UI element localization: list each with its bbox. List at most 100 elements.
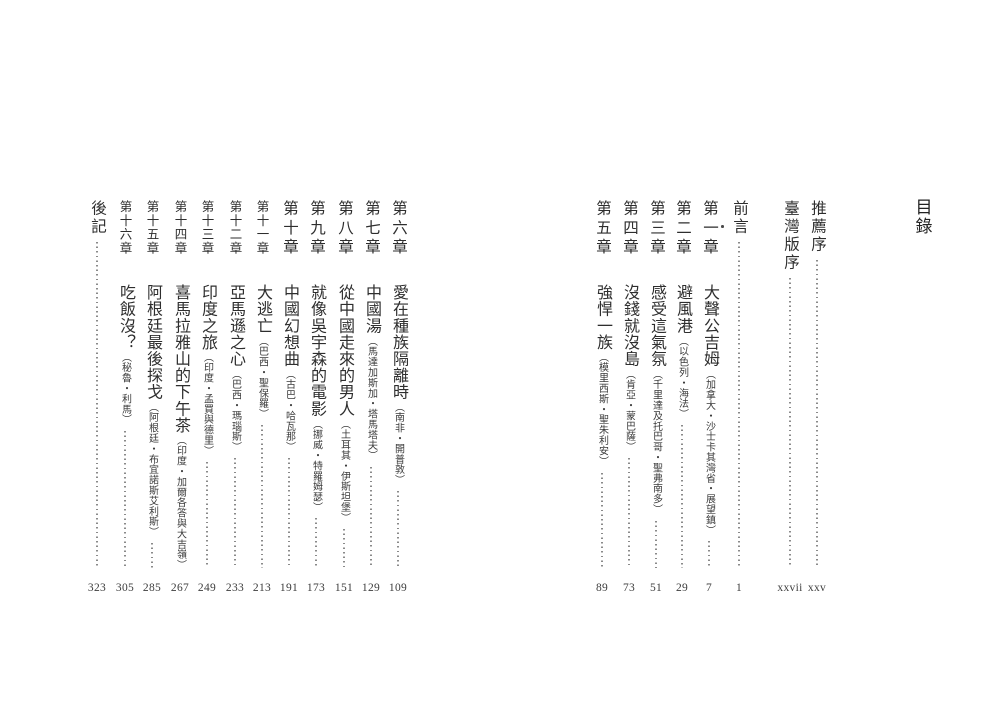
toc-entry-chapter-11: 第十一章 大逃亡 （巴西・聖保羅） 213 (247, 200, 277, 612)
entry-label: 前言 (731, 200, 748, 236)
toc-entry-taiwan-preface: 臺灣版序 xxvii (775, 200, 805, 612)
chapter-title: 亞馬遜之心 (227, 284, 244, 367)
chapter-title: 印度之旅 (199, 284, 216, 351)
chapter-subtitle: （加拿大・沙士卡其灣省・展望鎮） (703, 369, 715, 536)
chapter-subtitle: （秘魯・利馬） (119, 352, 131, 426)
page-number: 191 (279, 582, 299, 594)
page-number: xxvii (777, 582, 803, 594)
chapter-title: 中國幻想曲 (281, 284, 298, 367)
chapter-subtitle: （千里達及托巴哥・聖弗南多） (650, 369, 662, 515)
page-number: 285 (142, 582, 162, 594)
dotted-leader (789, 278, 791, 568)
toc-entry-chapter-8: 第八章 從中國走來的男人 （土耳其・伊斯坦堡） 151 (329, 200, 359, 612)
chapter-title: 大逃亡 (254, 284, 271, 334)
page-number: 233 (225, 582, 245, 594)
entry-label: 推薦序 (809, 200, 826, 254)
entry-label: 後記 (89, 200, 106, 236)
chapter-number: 第六章 (390, 200, 407, 254)
chapter-title: 避風港 (674, 284, 691, 334)
chapter-number: 第十三章 (199, 200, 214, 254)
toc-entry-chapter-13: 第十三章 印度之旅 （印度・孟買與德里） 249 (192, 200, 222, 612)
chapter-subtitle: （巴西・瑪瑙斯） (229, 369, 241, 453)
toc-entry-chapter-14: 第十四章 喜馬拉雅山的下午茶 （印度・加爾各答與大吉嶺） 267 (165, 200, 195, 612)
page-title: 目錄 (912, 198, 932, 236)
dotted-leader (151, 543, 153, 568)
chapter-subtitle: （巴西・聖保羅） (256, 335, 268, 420)
chapter-title: 從中國走來的男人 (336, 284, 353, 417)
chapter-number: 第十一章 (254, 200, 269, 254)
chapter-number: 第一章 (701, 200, 718, 254)
dotted-leader (206, 462, 208, 568)
toc-entry-foreword: 前言 1 (724, 200, 754, 612)
toc-entry-chapter-6: 第六章 愛在種族隔離時 （南非・開普敦） 109 (383, 200, 413, 612)
page-number: 151 (334, 582, 354, 594)
dotted-leader (124, 431, 126, 568)
toc-entry-chapter-15: 第十五章 阿根廷最後探戈 （阿根廷・布宜諾斯艾利斯） 285 (137, 200, 167, 612)
dotted-leader (738, 242, 740, 568)
chapter-title: 感受這氣氛 (648, 284, 665, 367)
chapter-number: 第十五章 (144, 200, 159, 254)
page-number: 51 (649, 582, 663, 594)
chapter-number: 第八章 (336, 200, 353, 254)
toc-entry-chapter-16: 第十六章 吃飯沒？ （秘魯・利馬） 305 (110, 200, 140, 612)
page-number: 89 (595, 582, 609, 594)
chapter-subtitle: （印度・加爾各答與大吉嶺） (174, 435, 186, 570)
chapter-title: 強悍一族 (594, 284, 611, 351)
chapter-number: 第十六章 (117, 200, 132, 254)
dotted-leader (601, 472, 603, 568)
dotted-leader (343, 528, 345, 568)
chapter-title: 愛在種族隔離時 (390, 284, 407, 401)
chapter-number: 第三章 (648, 200, 665, 254)
page-number: 129 (361, 582, 381, 594)
toc-entry-chapter-9: 第九章 就像吳宇森的電影 （挪威・特羅姆瑟） 173 (301, 200, 331, 612)
chapter-subtitle: （以色列・海法） (676, 335, 688, 420)
chapter-number: 第十四章 (172, 200, 187, 254)
page-number: 73 (622, 582, 636, 594)
chapter-number: 第十章 (281, 200, 298, 254)
dotted-leader (628, 458, 630, 568)
dot-artifact (721, 225, 724, 228)
chapter-number: 第七章 (363, 200, 380, 254)
chapter-number: 第五章 (594, 200, 611, 254)
chapter-subtitle: （肯亞・蒙巴薩） (623, 369, 635, 453)
dotted-leader (397, 491, 399, 568)
toc-entry-postscript: 後記 323 (82, 200, 112, 612)
dotted-leader (234, 458, 236, 568)
toc-entry-chapter-10: 第十章 中國幻想曲 （古巴・哈瓦那） 191 (274, 200, 304, 612)
chapter-subtitle: （土耳其・伊斯坦堡） (338, 418, 350, 523)
toc-entry-chapter-5: 第五章 強悍一族 （模里西斯・聖朱利安） 89 (587, 200, 617, 612)
dotted-leader (708, 541, 710, 568)
dotted-leader (655, 520, 657, 568)
page-number: 109 (388, 582, 408, 594)
page-number: xxv (807, 582, 827, 594)
page-number: 1 (735, 582, 743, 594)
chapter-title: 阿根廷最後探戈 (144, 284, 161, 401)
dotted-leader (288, 458, 290, 568)
toc-entry-chapter-1: 第一章 大聲公吉姆 （加拿大・沙士卡其灣省・展望鎮） 7 (694, 200, 724, 612)
dotted-leader (315, 518, 317, 568)
toc-entry-chapter-2: 第二章 避風港 （以色列・海法） 29 (667, 200, 697, 612)
chapter-title: 就像吳宇森的電影 (308, 284, 325, 417)
dotted-leader (370, 466, 372, 568)
chapter-subtitle: （印度・孟買與德里） (201, 352, 213, 457)
chapter-subtitle: （阿根廷・布宜諾斯艾利斯） (146, 402, 158, 538)
toc-entry-chapter-7: 第七章 中國湯 （馬達加斯加・塔馬塔夫） 129 (356, 200, 386, 612)
page-number: 7 (705, 582, 713, 594)
chapter-subtitle: （馬達加斯加・塔馬塔夫） (365, 335, 377, 461)
dotted-leader (816, 260, 818, 568)
chapter-number: 第二章 (674, 200, 691, 254)
page-number: 29 (675, 582, 689, 594)
chapter-subtitle: （南非・開普敦） (392, 402, 404, 486)
page-number: 267 (170, 582, 190, 594)
chapter-title: 中國湯 (363, 284, 380, 334)
toc-entry-chapter-3: 第三章 感受這氣氛 （千里達及托巴哥・聖弗南多） 51 (641, 200, 671, 612)
toc-entry-preface: 推薦序 xxv (802, 200, 832, 612)
chapter-number: 第九章 (308, 200, 325, 254)
entry-label: 臺灣版序 (782, 200, 799, 272)
dotted-leader (96, 242, 98, 568)
page-number: 323 (87, 582, 107, 594)
page-number: 213 (252, 582, 272, 594)
page-number: 305 (115, 582, 135, 594)
chapter-title: 吃飯沒？ (117, 284, 134, 351)
